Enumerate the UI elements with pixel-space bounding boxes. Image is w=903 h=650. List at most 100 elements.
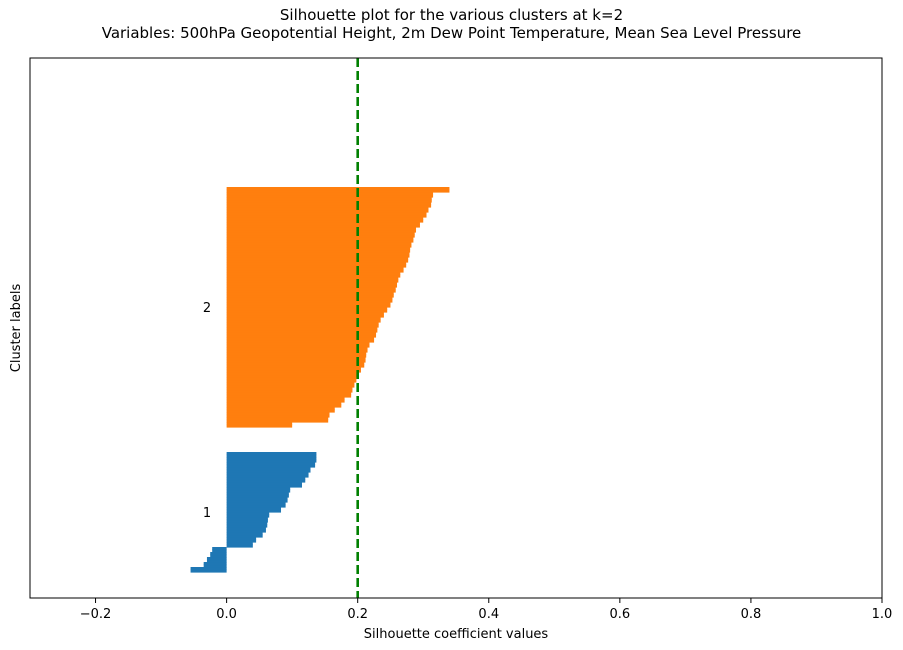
silhouette-bar xyxy=(226,529,266,533)
silhouette-bar xyxy=(226,234,415,238)
silhouette-bar xyxy=(203,564,227,568)
silhouette-bar xyxy=(226,537,257,541)
silhouette-bar xyxy=(226,279,399,283)
silhouette-bar xyxy=(226,197,432,201)
silhouette-bar xyxy=(226,337,375,341)
silhouette-bar xyxy=(206,559,227,563)
silhouette-bar xyxy=(226,479,306,483)
silhouette-bar xyxy=(226,419,329,423)
silhouette-bar xyxy=(226,259,409,263)
silhouette-bar xyxy=(226,217,424,221)
silhouette-bar xyxy=(226,404,342,408)
silhouette-bar xyxy=(226,462,316,466)
y-axis-label: Cluster labels xyxy=(9,284,24,373)
silhouette-bar xyxy=(226,257,409,261)
silhouette-bar xyxy=(226,267,404,271)
silhouette-bar xyxy=(210,552,227,556)
silhouette-bar xyxy=(226,247,411,251)
plot-frame xyxy=(29,57,883,599)
cluster-labels-group: 12 xyxy=(203,301,211,521)
silhouette-bar xyxy=(226,534,263,538)
silhouette-bar xyxy=(226,354,367,358)
silhouette-bar xyxy=(226,489,291,493)
x-tick-label: 0.2 xyxy=(347,607,368,622)
silhouette-bar xyxy=(226,512,270,516)
silhouette-bar xyxy=(226,202,432,206)
silhouette-bar xyxy=(226,277,399,281)
silhouette-bar xyxy=(226,342,370,346)
silhouette-bar xyxy=(226,407,335,411)
silhouette-bar xyxy=(226,352,367,356)
silhouette-bar xyxy=(226,514,270,518)
silhouette-bar xyxy=(226,519,268,523)
silhouette-bar xyxy=(226,232,415,236)
silhouette-bar xyxy=(226,454,317,458)
silhouette-bar xyxy=(226,409,335,413)
silhouette-bar xyxy=(190,567,227,571)
silhouette-bar xyxy=(226,237,414,241)
silhouette-bar xyxy=(210,554,227,558)
bars-group xyxy=(190,187,450,573)
silhouette-bar xyxy=(226,417,329,421)
x-tick-label: 0.6 xyxy=(610,607,631,622)
silhouette-bar xyxy=(226,509,282,513)
x-tick-label: 1.0 xyxy=(872,607,893,622)
silhouette-bar xyxy=(226,457,317,461)
x-tick-label: 0.8 xyxy=(741,607,762,622)
silhouette-bar xyxy=(226,532,263,536)
silhouette-bar xyxy=(226,369,361,373)
silhouette-bar xyxy=(226,359,366,363)
x-ticks-group: −0.2 0.0 0.2 0.4 0.6 0.8 1.0 xyxy=(80,598,893,622)
silhouette-bar xyxy=(226,387,353,391)
silhouette-bar xyxy=(226,492,289,496)
silhouette-bar xyxy=(190,569,227,573)
silhouette-bar xyxy=(226,312,384,316)
silhouette-bar xyxy=(226,222,420,226)
silhouette-bar xyxy=(226,329,378,333)
silhouette-bar xyxy=(226,244,412,248)
x-axis-label: Silhouette coefficient values xyxy=(364,627,549,642)
silhouette-bar xyxy=(226,522,268,526)
silhouette-bar xyxy=(226,264,407,268)
silhouette-bar xyxy=(226,412,330,416)
silhouette-bar xyxy=(226,504,286,508)
silhouette-bar xyxy=(226,344,370,348)
silhouette-bar xyxy=(226,317,381,321)
silhouette-bar xyxy=(226,394,352,398)
silhouette-bar xyxy=(226,542,253,546)
silhouette-bar xyxy=(226,272,401,276)
silhouette-bar xyxy=(226,314,384,318)
silhouette-bar xyxy=(226,192,434,196)
silhouette-bar xyxy=(226,467,311,471)
silhouette-bar xyxy=(226,452,317,456)
silhouette-bar xyxy=(226,362,365,366)
silhouette-bar xyxy=(226,219,424,223)
silhouette-bar xyxy=(226,367,361,371)
silhouette-bar xyxy=(226,309,388,313)
cluster-label: 1 xyxy=(203,506,211,521)
silhouette-bar xyxy=(226,302,391,306)
silhouette-bar xyxy=(226,379,357,383)
silhouette-bar xyxy=(226,319,381,323)
silhouette-bar xyxy=(226,399,345,403)
silhouette-bar xyxy=(226,347,368,351)
silhouette-bar xyxy=(226,294,394,298)
silhouette-bar xyxy=(226,287,396,291)
silhouette-bar xyxy=(226,422,293,426)
silhouette-bar xyxy=(226,249,411,253)
silhouette-bar xyxy=(226,494,289,498)
silhouette-bar xyxy=(226,339,375,343)
silhouette-bar xyxy=(226,414,330,418)
silhouette-bar xyxy=(226,487,291,491)
silhouette-bar xyxy=(226,334,377,338)
silhouette-bar xyxy=(226,502,286,506)
silhouette-bar xyxy=(226,539,257,543)
x-tick-label: 0.4 xyxy=(478,607,499,622)
silhouette-bar xyxy=(226,324,379,328)
silhouette-bar xyxy=(226,464,316,468)
silhouette-bar xyxy=(226,527,266,531)
silhouette-bar xyxy=(226,402,342,406)
silhouette-bar xyxy=(226,544,253,548)
